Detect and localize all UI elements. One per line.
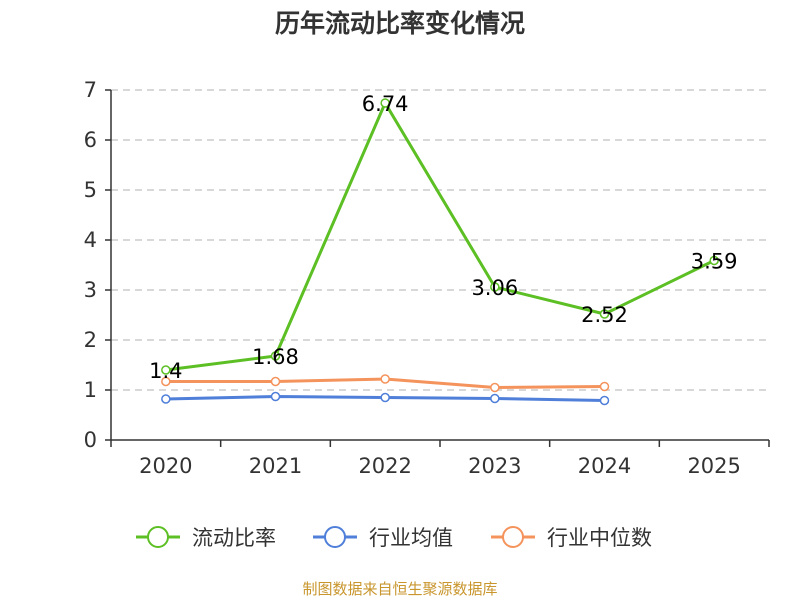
y-tick-label: 3 (84, 278, 97, 302)
data-point-industry_median[interactable] (380, 374, 390, 384)
legend-label: 行业均值 (369, 526, 453, 550)
series-layer (161, 98, 719, 406)
legend-item-industry_avg[interactable]: 行业均值 (313, 526, 453, 550)
data-point-industry_avg[interactable] (380, 392, 390, 403)
data-point-current_ratio[interactable] (380, 98, 390, 108)
legend-label: 行业中位数 (547, 526, 652, 550)
data-label-current_ratio: 6.74 (362, 92, 409, 116)
data-point-current_ratio[interactable] (490, 282, 500, 292)
chart-title: 历年流动比率变化情况 (274, 9, 525, 38)
data-point-current_ratio[interactable] (599, 309, 610, 319)
x-tick-label-2025: 2025 (687, 454, 740, 478)
series-line-current_ratio (165, 101, 715, 372)
y-tick-label: 6 (84, 128, 97, 152)
x-tick-label-2023: 2023 (468, 454, 521, 478)
grid-layer (111, 89, 769, 391)
legend-item-industry_median[interactable]: 行业中位数 (491, 526, 652, 550)
y-tick-label: 7 (84, 78, 97, 102)
data-label-layer: 1.4 1.68 6.74 3.06 2.52 3.59 (149, 92, 737, 383)
data-point-industry_avg[interactable] (161, 394, 171, 404)
data-point-industry_median[interactable] (270, 376, 281, 387)
data-point-industry_avg[interactable] (270, 391, 281, 402)
data-point-current_ratio[interactable] (161, 365, 171, 375)
y-tick-label: 4 (84, 228, 97, 252)
x-tick-label-2020: 2020 (139, 454, 192, 478)
data-point-industry_avg[interactable] (490, 393, 500, 404)
y-tick-label: 5 (84, 178, 97, 202)
legend[interactable]: 流动比率 行业均值 行业中位数 (136, 526, 652, 550)
y-tick-label: 2 (84, 328, 97, 352)
axis-layer: 0 1 2 3 4 5 6 7 2020 2021 2022 2023 2024 2025 (84, 78, 770, 478)
y-tick-label: 1 (84, 378, 97, 402)
data-point-current_ratio[interactable] (270, 351, 281, 361)
legend-swatch-marker (324, 526, 346, 548)
data-label-current_ratio: 2.52 (581, 303, 628, 327)
x-tick-label-2021: 2021 (249, 454, 302, 478)
data-label-current_ratio: 1.68 (252, 345, 299, 369)
x-tick-label-2022: 2022 (358, 454, 411, 478)
source-note: 制图数据来自恒生聚源数据库 (302, 580, 498, 598)
data-label-current_ratio: 1.4 (149, 359, 182, 383)
data-point-industry_median[interactable] (161, 376, 171, 387)
legend-item-current_ratio[interactable]: 流动比率 (136, 526, 276, 550)
data-label-current_ratio: 3.59 (691, 250, 738, 274)
data-point-industry_median[interactable] (490, 382, 500, 393)
legend-label: 流动比率 (192, 526, 276, 550)
data-label-current_ratio: 3.06 (471, 276, 518, 300)
data-point-current_ratio[interactable] (709, 255, 719, 266)
legend-swatch-marker (147, 526, 169, 548)
data-point-industry_avg[interactable] (599, 395, 610, 406)
y-tick-label: 0 (84, 428, 97, 452)
data-point-industry_median[interactable] (599, 381, 610, 392)
legend-swatch-marker (502, 526, 524, 548)
x-tick-label-2024: 2024 (578, 454, 631, 478)
